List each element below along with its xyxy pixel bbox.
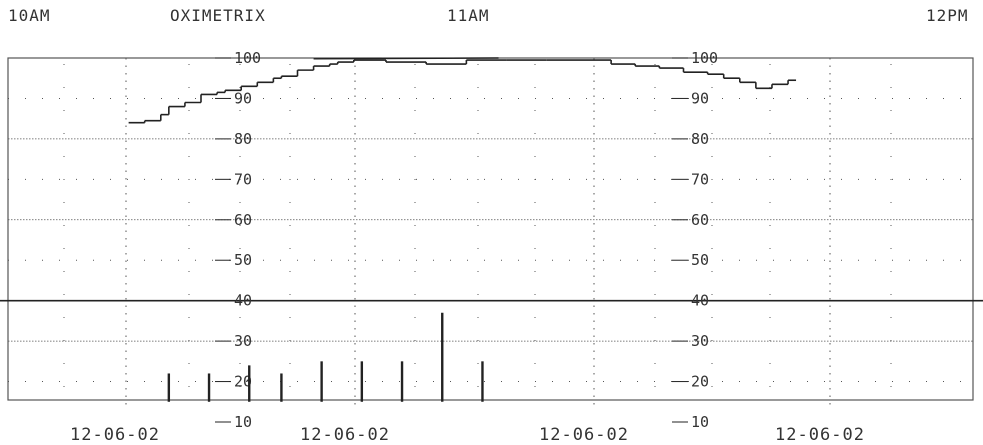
plot-frame (7, 57, 974, 401)
ytick-label: 20 (234, 373, 252, 391)
date-label-3: 12-06-02 (775, 425, 865, 445)
ytick-label: 70 (691, 170, 709, 188)
ytick-label: 80 (234, 130, 252, 148)
ytick-label: 20 (691, 373, 709, 391)
ytick-label: 100 (234, 49, 261, 67)
ytick-label: 60 (234, 211, 252, 229)
date-label-0: 12-06-02 (70, 425, 160, 445)
ytick-label: 50 (691, 251, 709, 269)
chart-title: OXIMETRIX (170, 6, 266, 25)
ytick-label: 40 (691, 292, 709, 310)
ytick-label: 90 (691, 89, 709, 107)
ytick-label: 60 (691, 211, 709, 229)
ytick-label: 10 (234, 413, 252, 431)
ytick-label: 50 (234, 251, 252, 269)
time-end-label: 12PM (926, 6, 969, 25)
ytick-label: 90 (234, 89, 252, 107)
ytick-label: 10 (691, 413, 709, 431)
ytick-label: 30 (691, 332, 709, 350)
ytick-label: 80 (691, 130, 709, 148)
time-start-label: 10AM (8, 6, 51, 25)
ytick-label: 70 (234, 170, 252, 188)
ytick-label: 30 (234, 332, 252, 350)
ytick-label: 40 (234, 292, 252, 310)
ytick-label: 100 (691, 49, 718, 67)
ref-line-100 (313, 57, 499, 60)
date-label-1: 12-06-02 (300, 425, 390, 445)
time-mid-label: 11AM (447, 6, 490, 25)
date-label-2: 12-06-02 (539, 425, 629, 445)
